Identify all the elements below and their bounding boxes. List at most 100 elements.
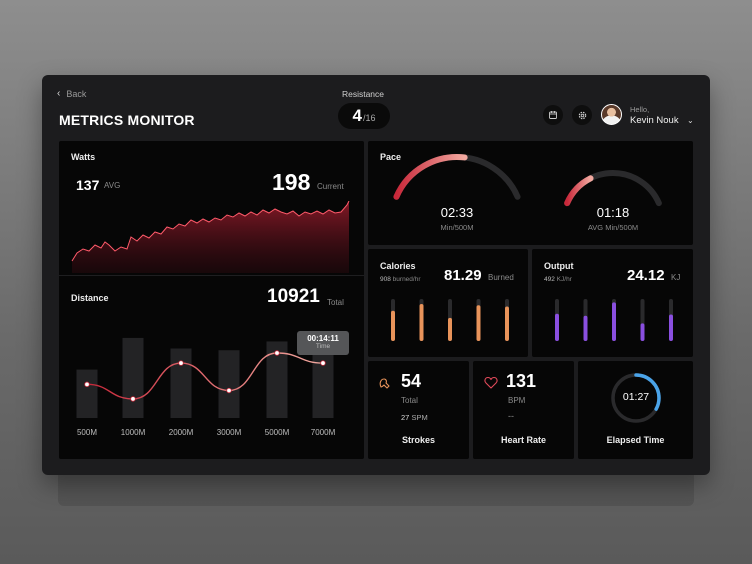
pace-current-value: 02:33 [440, 205, 474, 220]
pace-gauges [393, 154, 662, 207]
distance-point[interactable] [84, 381, 90, 388]
user-name[interactable]: Kevin Nouk [630, 115, 679, 126]
gear-icon [578, 111, 586, 119]
calories-label: Calories [380, 261, 416, 271]
output-value: 24.12 [627, 267, 665, 284]
bar-fill [640, 323, 645, 341]
distance-total-value: 10921 [267, 286, 320, 307]
distance-bar [266, 341, 288, 418]
divider [59, 275, 364, 276]
output-panel: Output 492 KJ/hr 24.12 KJ [532, 249, 693, 357]
page-title: METRICS MONITOR [59, 112, 195, 128]
calories-bars [391, 299, 509, 341]
resistance-control[interactable]: 4 /16 [338, 103, 390, 129]
pace-gauge-fill [393, 154, 468, 200]
distance-bar [218, 350, 240, 418]
strokes-panel: 54 Total 27 SPM Strokes [368, 361, 469, 459]
bar-fill [583, 315, 588, 341]
strokes-spm: 27 SPM [401, 413, 428, 422]
chevron-down-icon[interactable]: ⌄ [687, 116, 694, 125]
pace-gauge-track [393, 154, 521, 200]
rowing-icon [379, 378, 390, 389]
elapsed-ring-fill [611, 373, 661, 423]
tooltip-label: Time [315, 343, 331, 350]
output-label: Output [544, 261, 574, 271]
strokes-label: Strokes [401, 435, 436, 445]
resistance-value: 4 [352, 106, 362, 125]
strokes-spm-value: 27 [401, 413, 410, 422]
pace-label: Pace [380, 152, 402, 162]
resistance-label: Resistance [341, 89, 385, 99]
watts-area [72, 201, 349, 273]
elapsed-label: Elapsed Time [606, 435, 665, 445]
calendar-icon [549, 111, 557, 119]
heart-rate-panel: 131 BPM -- Heart Rate [473, 361, 574, 459]
distance-point[interactable] [320, 360, 326, 366]
bar-fill [448, 317, 452, 341]
bar-fill [391, 310, 395, 341]
watts-area-chart [71, 201, 350, 273]
elapsed-value: 01:27 [622, 391, 650, 403]
bar-fill [505, 306, 509, 341]
heart-icon [484, 376, 498, 389]
watts-avg-value: 137 [76, 177, 100, 193]
distance-bar [312, 344, 334, 418]
heart-rate-unit: BPM [508, 396, 526, 405]
user-greeting: Hello, [630, 105, 650, 114]
strokes-sub: Total [401, 396, 418, 405]
bar-fill [612, 302, 616, 341]
settings-button[interactable] [572, 105, 592, 125]
distance-point[interactable] [226, 387, 232, 394]
calendar-button[interactable] [543, 105, 563, 125]
distance-bar [76, 369, 98, 418]
distance-point[interactable] [178, 360, 184, 366]
bar-fill [419, 304, 424, 341]
calories-value: 81.29 [444, 267, 482, 284]
tooltip-value: 00:14:11 [307, 334, 339, 343]
calories-rate-unit: burned/hr [392, 276, 421, 283]
resistance-total: /16 [362, 113, 376, 123]
chevron-left-icon: ‹ [57, 88, 61, 99]
avatar[interactable] [601, 104, 622, 125]
distance-tick-label: 2000M [169, 428, 194, 437]
watts-line [71, 201, 350, 262]
distance-bar [170, 348, 192, 418]
watts-distance-panel: Watts 137 AVG 198 Current Distance 10921… [59, 141, 364, 459]
calories-unit: Burned [488, 273, 514, 282]
distance-total-label: Total [327, 298, 344, 307]
output-unit: KJ [671, 273, 681, 282]
pace-current-sublabel: Min/500M [440, 223, 474, 232]
elapsed-time-panel: 01:27 Elapsed Time [578, 361, 693, 459]
strokes-spm-label: SPM [411, 413, 428, 422]
pace-avg-value: 01:18 [596, 205, 630, 220]
distance-point[interactable] [274, 350, 280, 356]
device-shadow-inner [66, 474, 686, 494]
calories-rate-value: 908 [380, 276, 391, 283]
distance-line [86, 352, 324, 400]
distance-tick-label: 500M [77, 428, 97, 437]
distance-bar [122, 337, 144, 418]
output-rate-unit: KJ/hr [556, 276, 572, 283]
distance-tick-label: 3000M [217, 428, 242, 437]
bar-fill [669, 314, 673, 341]
distance-tooltip: 00:14:11 Time [297, 331, 349, 355]
strokes-value: 54 [401, 371, 422, 391]
distance-point[interactable] [130, 396, 136, 402]
elapsed-ring [611, 373, 661, 423]
distance-label: Distance [71, 293, 109, 303]
watts-label: Watts [71, 152, 96, 162]
heart-rate-label: Heart Rate [500, 435, 547, 445]
distance-tick-label: 7000M [311, 428, 336, 437]
back-button[interactable]: ‹ Back [57, 88, 86, 99]
bar-fill [555, 313, 559, 341]
bar-fill [476, 305, 481, 341]
watts-current-label: Current [317, 182, 344, 191]
output-rate: 492 KJ/hr [544, 276, 572, 283]
calories-panel: Calories 908 burned/hr 81.29 Burned [368, 249, 528, 357]
watts-avg-label: AVG [104, 181, 121, 190]
dashboard-window: ‹ Back METRICS MONITOR Resistance 4 /16 … [42, 75, 710, 475]
pace-avg-sublabel: AVG Min/500M [587, 223, 639, 232]
output-bars [555, 299, 673, 341]
distance-chart: 500M 1000M 2000M 3000M 5000M 7000M [76, 337, 336, 437]
back-label: Back [66, 88, 87, 99]
